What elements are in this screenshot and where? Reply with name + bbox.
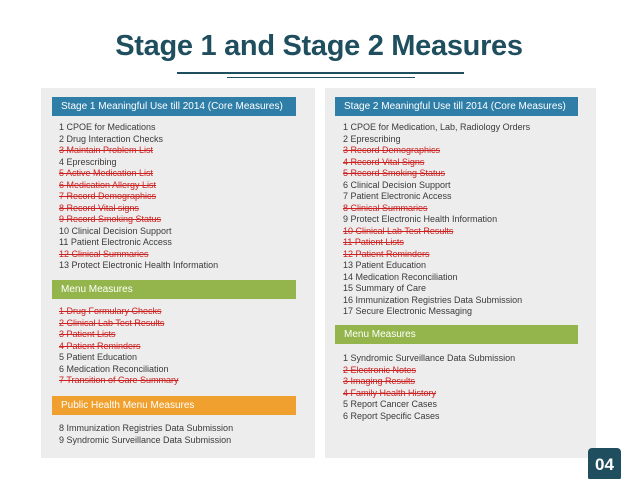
stage1-header: Stage 1 Meaningful Use till 2014 (Core M… <box>52 97 296 116</box>
list-item: 5 Patient Education <box>59 352 138 362</box>
list-item: 10 Clinical Decision Support <box>59 225 172 236</box>
list-item: 5 Active Medication List <box>59 168 154 178</box>
list-item: 2 Electronic Notes <box>343 364 417 375</box>
stage1-menu-list: 1 Drug Formulary Checks 2 Clinical Lab Te… <box>59 306 179 387</box>
list-item: 4 Family Health History <box>343 387 437 398</box>
list-item: 17 Secure Electronic Messaging <box>343 306 473 316</box>
list-item: 6 Clinical Decision Support <box>343 179 451 190</box>
stage1-list: 1 CPOE for Medications 2 Drug Interaction… <box>59 122 218 272</box>
list-item: 3 Maintain Problem List <box>59 145 154 155</box>
list-item: 1 CPOE for Medication, Lab, Radiology Or… <box>343 122 531 132</box>
list-item: 14 Medication Reconciliation <box>343 271 458 282</box>
list-item: 6 Report Specific Cases <box>343 410 440 421</box>
list-item: 8 Record Vital signs <box>59 202 139 213</box>
list-item: 4 Patient Reminders <box>59 340 141 351</box>
list-item: 2 Clinical Lab Test Results <box>59 317 165 328</box>
stage2-header: Stage 2 Meaningful Use till 2014 (Core M… <box>335 97 578 116</box>
list-item: 5 Record Smoking Status <box>343 168 446 178</box>
stage2-menu-header: Menu Measures <box>335 325 578 344</box>
list-item: 1 CPOE for Medications <box>59 122 156 132</box>
list-item: 2 Eprescribing <box>343 133 401 144</box>
list-item: 13 Patient Education <box>343 260 427 270</box>
list-item: 3 Imaging Results <box>343 376 416 386</box>
list-item: 1 Syndromic Surveillance Data Submission <box>343 353 516 363</box>
list-item: 15 Summary of Care <box>343 283 427 293</box>
page-number-badge: 04 <box>588 448 621 479</box>
list-item: 6 Medication Reconciliation <box>59 363 169 374</box>
list-item: 9 Syndromic Surveillance Data Submission <box>59 434 232 445</box>
list-item: 7 Patient Electronic Access <box>343 191 452 201</box>
page-title: Stage 1 and Stage 2 Measures <box>115 30 523 62</box>
list-item: 5 Report Cancer Cases <box>343 399 438 409</box>
title-rule-top <box>177 72 464 74</box>
list-item: 13 Protect Electronic Health Information <box>59 260 219 270</box>
list-item: 8 Immunization Registries Data Submissio… <box>59 423 234 433</box>
title-rule-bottom <box>227 77 415 78</box>
list-item: 12 Clinical Summaries <box>59 248 149 259</box>
list-item: 10 Clinical Lab Test Results <box>343 225 454 236</box>
list-item: 4 Eprescribing <box>59 156 117 167</box>
list-item: 11 Patient Electronic Access <box>59 237 172 247</box>
list-item: 12 Patient Reminders <box>343 248 430 259</box>
list-item: 3 Record Demographics <box>343 145 441 155</box>
list-item: 3 Patient Lists <box>59 329 116 339</box>
list-item: 9 Record Smoking Status <box>59 214 162 224</box>
list-item: 7 Record Demographics <box>59 191 157 201</box>
list-item: 6 Medication Allergy List <box>59 179 157 190</box>
list-item: 11 Patient Lists <box>343 237 404 247</box>
list-item: 7 Transition of Care Summary <box>59 375 179 385</box>
stage2-panel <box>325 88 596 458</box>
list-item: 9 Protect Electronic Health Information <box>343 214 498 224</box>
public-health-header: Public Health Menu Measures <box>52 396 296 415</box>
stage1-menu-header: Menu Measures <box>52 280 296 299</box>
list-item: 1 Drug Formulary Checks <box>59 306 162 316</box>
list-item: 4 Record Vital Signs <box>343 156 425 167</box>
list-item: 8 Clinical Summaries <box>343 202 428 213</box>
stage2-menu-list: 1 Syndromic Surveillance Data Submission… <box>343 353 515 422</box>
list-item: 16 Immunization Registries Data Submissi… <box>343 294 523 305</box>
stage2-list: 1 CPOE for Medication, Lab, Radiology Or… <box>343 122 530 318</box>
list-item: 2 Drug Interaction Checks <box>59 133 164 144</box>
public-health-list: 8 Immunization Registries Data Submissio… <box>59 423 233 446</box>
